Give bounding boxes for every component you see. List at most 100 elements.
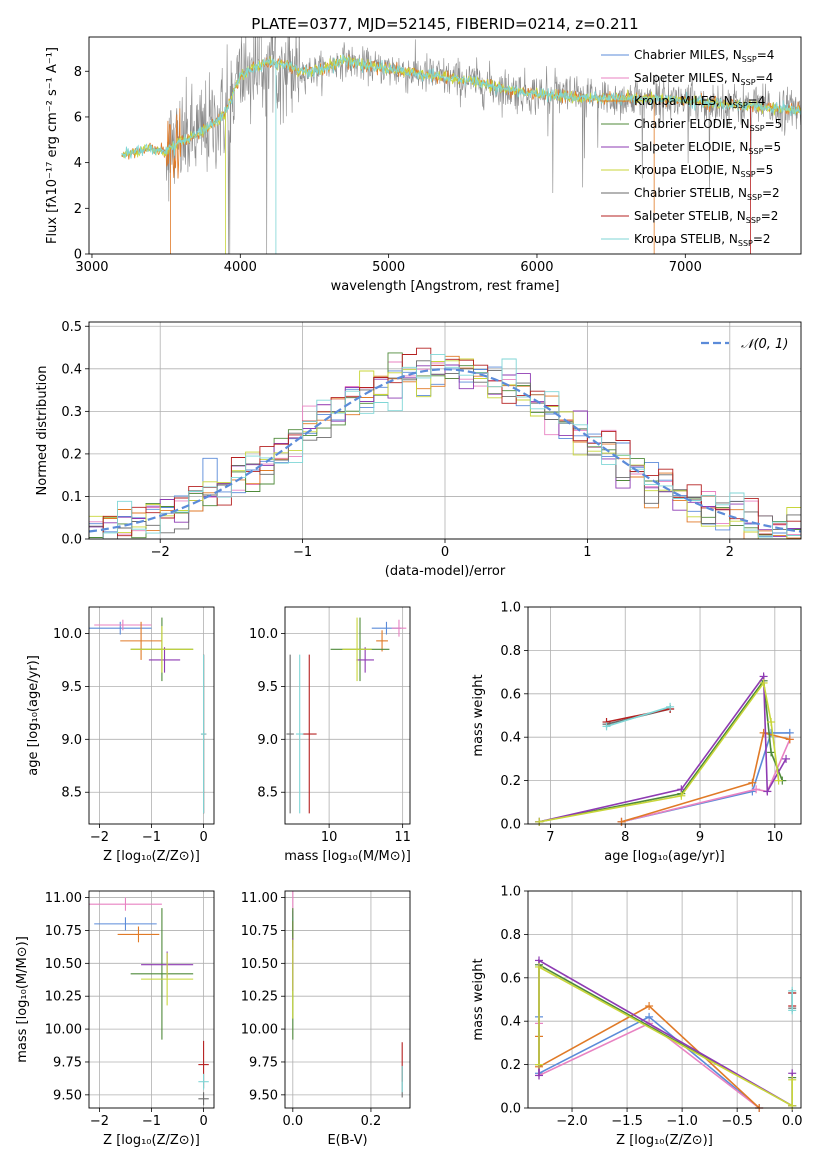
x-axis-label: E(B-V) — [327, 1133, 367, 1148]
y-tick-label: 1.0 — [500, 885, 521, 900]
y-tick-label: 0.4 — [61, 362, 82, 377]
y-axis-label: age [log₁₀(age/yr)] — [26, 655, 41, 776]
y-tick-label: 9.50 — [53, 1088, 82, 1103]
x-axis-label: Z [log₁₀(Z/Z⊙)] — [103, 849, 200, 864]
x-tick-label: −2.0 — [556, 1114, 588, 1129]
x-tick-label: −1 — [142, 830, 161, 845]
x-tick-label: −1.5 — [611, 1114, 643, 1129]
mass-weight-line — [538, 959, 793, 1108]
legend-entry: Salpeter STELIB, NSSP=2 — [634, 209, 778, 225]
age-vs-mass-panel: 10 11 8.5 9.0 9.5 10.0 mass [log₁₀(M/M⊙)] — [249, 606, 411, 864]
x-tick-label: 0.0 — [282, 1114, 303, 1129]
y-tick-label: 8.5 — [61, 786, 82, 801]
age-vs-metallicity-panel: −2 −1 0 8.5 9.0 9.5 10.0 Z [log₁₀(Z/Z⊙)] age [lo… — [26, 606, 215, 864]
x-tick-label: 2 — [726, 545, 734, 560]
x-axis-label: Z [log₁₀(Z/Z⊙)] — [616, 1133, 713, 1148]
x-tick-label: 9 — [696, 830, 704, 845]
x-tick-label: 3000 — [75, 260, 108, 275]
x-tick-label: −1.0 — [666, 1114, 698, 1129]
y-axis-label: Flux [fλ10⁻¹⁷ erg cm⁻² s⁻¹ A⁻¹] — [45, 47, 60, 244]
y-tick-label: 0.8 — [500, 644, 521, 659]
mass-weight-vs-age-panel: 7 8 9 10 0.0 0.2 0.4 0.6 0.8 1.0 age [log₁₀(age/yr… — [471, 601, 802, 864]
y-tick-label: 0.8 — [500, 928, 521, 943]
spectrum-panel: 3000 4000 5000 6000 7000 0 2 4 6 8 wavelength [Ang… — [45, 36, 802, 294]
y-axis-label: mass [log₁₀(M/M⊙)] — [15, 936, 30, 1063]
axes-frame — [88, 890, 215, 1109]
x-axis-label: wavelength [Angstrom, rest frame] — [331, 279, 560, 294]
x-tick-label: 6000 — [520, 260, 553, 275]
x-axis-label: age [log₁₀(age/yr)] — [604, 849, 725, 864]
y-tick-label: 9.5 — [61, 680, 82, 695]
y-tick-label: 0.1 — [61, 490, 82, 505]
y-tick-label: 8.5 — [257, 786, 278, 801]
axes-frame — [527, 890, 802, 1109]
y-tick-label: 4 — [74, 156, 82, 171]
axes-frame — [284, 890, 411, 1109]
y-tick-label: 9.0 — [257, 733, 278, 748]
mass-weight-vs-metallicity-panel: −2.0 −1.5 −1.0 −0.5 0.0 0.0 0.2 0.4 0.6 0.8 1.0 Z [… — [471, 885, 803, 1149]
legend-entry: Salpeter MILES, NSSP=4 — [634, 71, 773, 87]
legend-entry: Chabrier STELIB, NSSP=2 — [634, 186, 780, 202]
x-axis-label: (data-model)/error — [385, 564, 506, 579]
y-tick-label: 2 — [74, 202, 82, 217]
x-tick-label: 0 — [199, 1114, 207, 1129]
mass-weight-line — [538, 965, 793, 1108]
legend-entry: Kroupa ELODIE, NSSP=5 — [634, 163, 773, 179]
y-tick-label: 9.75 — [249, 1055, 278, 1070]
x-tick-label: 11 — [394, 830, 411, 845]
figure-title: PLATE=0377, MJD=52145, FIBERID=0214, z=0… — [251, 15, 638, 33]
x-tick-label: −1 — [142, 1114, 161, 1129]
x-tick-label: −0.5 — [721, 1114, 753, 1129]
mass-weight-line — [621, 739, 791, 823]
observed-spectrum-line — [121, 37, 801, 254]
y-tick-label: 10.00 — [241, 1023, 278, 1038]
x-tick-label: −2 — [90, 830, 109, 845]
x-tick-label: 0.2 — [361, 1114, 382, 1129]
y-tick-label: 0.2 — [500, 774, 521, 789]
y-tick-label: 0.2 — [500, 1058, 521, 1073]
y-tick-label: 0.5 — [61, 320, 82, 335]
x-tick-label: −2 — [90, 1114, 109, 1129]
y-tick-label: 0.2 — [61, 447, 82, 462]
legend-entry: Kroupa STELIB, NSSP=2 — [634, 232, 771, 248]
x-tick-label: 0 — [199, 830, 207, 845]
y-tick-label: 10.0 — [53, 627, 82, 642]
y-tick-label: 1.0 — [500, 601, 521, 616]
x-tick-label: 0.0 — [782, 1114, 803, 1129]
y-tick-label: 10.25 — [241, 990, 278, 1005]
y-tick-label: 0.6 — [500, 971, 521, 986]
x-tick-label: 7000 — [669, 260, 702, 275]
y-tick-label: 9.5 — [257, 680, 278, 695]
y-tick-label: 10.25 — [45, 990, 82, 1005]
y-tick-label: 8 — [74, 65, 82, 80]
legend-entry: 𝒩(0, 1) — [741, 337, 788, 352]
legend-entry: Chabrier ELODIE, NSSP=5 — [634, 117, 782, 133]
mass-weight-line — [621, 731, 790, 823]
x-tick-label: 0 — [441, 545, 449, 560]
y-axis-label: mass weight — [471, 674, 486, 756]
model-spectrum-line — [121, 53, 801, 159]
y-tick-label: 10.75 — [241, 924, 278, 939]
mass-weight-line — [621, 732, 790, 823]
x-tick-label: 10 — [321, 830, 338, 845]
mass-vs-metallicity-panel: −2 −1 0 9.50 9.75 10.00 10.25 10.50 10.75 11.00 Z … — [15, 890, 215, 1148]
x-tick-label: 7 — [546, 830, 554, 845]
y-tick-label: 0.6 — [500, 687, 521, 702]
x-tick-label: 8 — [621, 830, 629, 845]
y-tick-label: 6 — [74, 110, 82, 125]
axes-frame — [527, 606, 802, 825]
y-tick-label: 0.4 — [500, 731, 521, 746]
normal-curve — [89, 368, 801, 533]
y-tick-label: 0.0 — [61, 533, 82, 548]
x-axis-label: mass [log₁₀(M/M⊙)] — [284, 849, 411, 864]
y-tick-label: 0.0 — [500, 818, 521, 833]
mass-vs-ebv-panel: 0.0 0.2 9.50 9.75 10.00 10.25 10.50 10.75 11.00 E… — [241, 890, 411, 1148]
mass-weight-line — [606, 706, 671, 728]
legend-entry: Chabrier MILES, NSSP=4 — [634, 48, 774, 64]
axes-frame — [88, 321, 802, 540]
x-tick-label: 1 — [583, 545, 591, 560]
y-tick-label: 0.0 — [500, 1102, 521, 1117]
x-tick-label: −1 — [293, 545, 312, 560]
x-tick-label: 5000 — [372, 260, 405, 275]
legend-entry: Kroupa MILES, NSSP=4 — [634, 94, 765, 110]
